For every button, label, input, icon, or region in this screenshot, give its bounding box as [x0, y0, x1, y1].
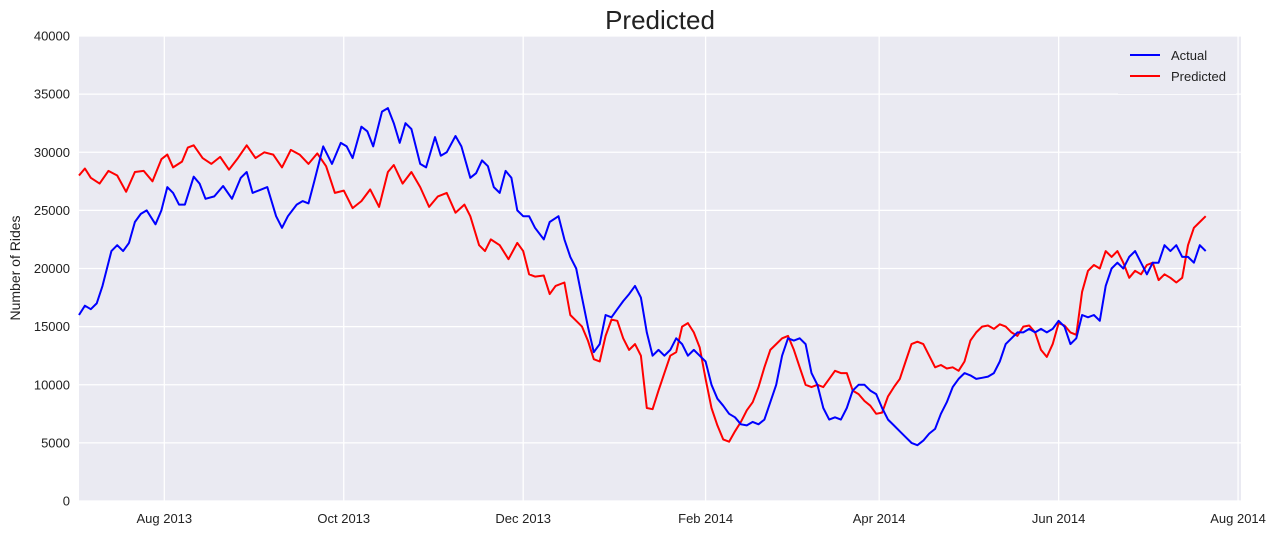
y-tick-label: 5000: [41, 435, 70, 450]
y-tick-label: 40000: [34, 29, 70, 44]
y-tick-label: 0: [63, 494, 70, 509]
y-tick-label: 20000: [34, 261, 70, 276]
chart-title: Predicted: [605, 5, 715, 35]
x-tick-label: Feb 2014: [678, 511, 733, 526]
x-tick-labels: Aug 2013 Oct 2013 Dec 2013 Feb 2014 Apr 2014…: [136, 511, 1265, 526]
series-line-predicted: [78, 144, 1207, 443]
x-tick-label: Apr 2014: [853, 511, 906, 526]
y-tick-label: 30000: [34, 145, 70, 160]
y-tick-label: 10000: [34, 377, 70, 392]
x-tick-label: Aug 2013: [136, 511, 192, 526]
x-gridlines: [163, 36, 1239, 501]
legend-label-actual: Actual: [1171, 48, 1207, 63]
x-tick-label: Jun 2014: [1032, 511, 1086, 526]
y-tick-label: 15000: [34, 319, 70, 334]
legend: Actual Predicted: [1118, 42, 1236, 94]
y-axis-title: Number of Rides: [7, 215, 23, 320]
x-tick-label: Aug 2014: [1210, 511, 1266, 526]
x-tick-label: Dec 2013: [495, 511, 551, 526]
y-tick-label: 35000: [34, 87, 70, 102]
series-layer: [78, 107, 1207, 447]
legend-label-predicted: Predicted: [1171, 69, 1226, 84]
y-tick-labels: 0 5000 10000 15000 20000 25000 30000 35000 40000: [34, 29, 70, 509]
x-tick-label: Oct 2013: [317, 511, 370, 526]
series-line-actual: [78, 107, 1207, 447]
legend-box: [1118, 42, 1236, 94]
y-tick-label: 25000: [34, 203, 70, 218]
